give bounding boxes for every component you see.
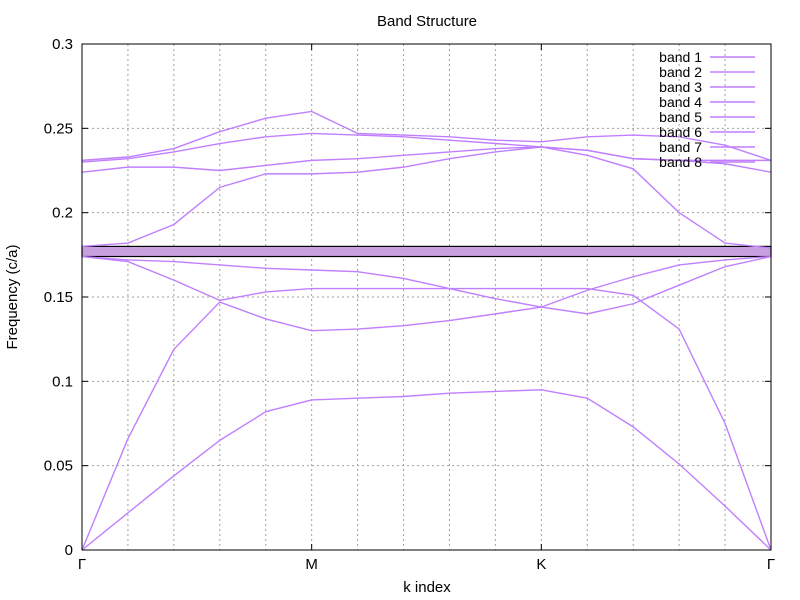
band-7-line [81, 132, 771, 163]
legend-label: band 5 [659, 109, 702, 125]
band-3-line [81, 255, 772, 551]
series-layer [81, 110, 772, 551]
legend-label: band 6 [659, 124, 702, 140]
chart-title: Band Structure [377, 13, 477, 30]
legend-label: band 1 [659, 49, 702, 65]
legend-label: band 7 [659, 139, 702, 155]
y-tick-label: 0 [65, 542, 73, 559]
grid-layer [82, 44, 771, 550]
y-tick-label: 0.05 [44, 458, 73, 475]
x-tick-label: Γ [78, 556, 86, 573]
x-tick-label: Γ [767, 556, 775, 573]
band-4-line [81, 255, 772, 315]
tick-layer: 0 0.05 0.1 0.15 0.2 0.25 0.3 Γ M K Γ [44, 36, 775, 573]
y-tick-label: 0.3 [52, 36, 73, 53]
y-tick-label: 0.1 [52, 373, 73, 390]
y-tick-label: 0.25 [44, 120, 73, 137]
y-axis-label: Frequency (c/a) [4, 244, 21, 349]
band-8-line [81, 110, 772, 162]
x-tick-label: M [305, 556, 318, 573]
y-tick-label: 0.2 [52, 205, 73, 222]
legend-label: band 8 [659, 154, 702, 170]
band-gap-region [81, 245, 772, 258]
legend-label: band 3 [659, 79, 702, 95]
legend-label: band 2 [659, 64, 702, 80]
band-5-line [81, 146, 772, 249]
y-tick-label: 0.15 [44, 289, 73, 306]
band-gap-layer [81, 245, 772, 258]
x-axis-label: k index [403, 579, 451, 596]
x-tick-label: K [536, 556, 546, 573]
band-2-line [81, 255, 772, 551]
legend-label: band 4 [659, 94, 702, 110]
band-1-line [81, 389, 772, 551]
